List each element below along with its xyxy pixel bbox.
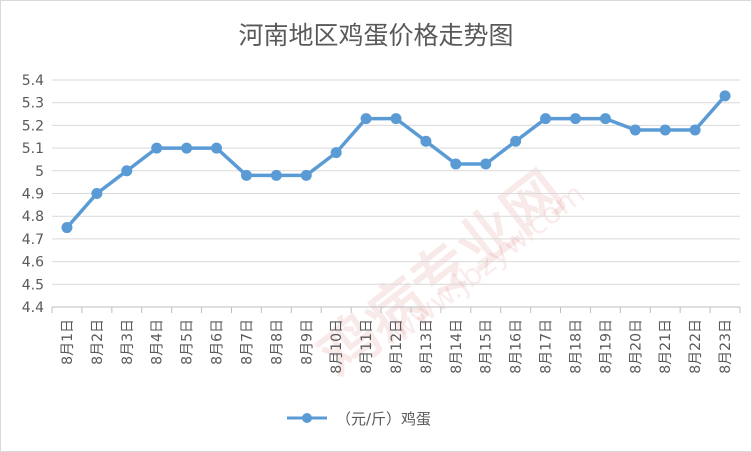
series-egg-price: [61, 90, 731, 234]
x-tick-label: 8月13日: [419, 319, 435, 374]
x-tick-label: 8月8日: [269, 319, 285, 365]
data-point: [181, 142, 193, 154]
y-tick-label: 4.8: [22, 209, 44, 225]
x-tick-label: 8月17日: [539, 319, 555, 374]
data-point: [240, 169, 252, 181]
x-tick-label: 8月2日: [90, 319, 106, 365]
x-tick-label: 8月21日: [658, 319, 674, 374]
x-tick-label: 8月14日: [449, 319, 465, 374]
legend-point-marker: [302, 413, 312, 423]
y-tick-label: 5.2: [22, 118, 44, 134]
x-tick-label: 8月20日: [628, 319, 644, 374]
data-point: [480, 158, 492, 170]
data-point: [211, 142, 223, 154]
data-point: [629, 124, 641, 136]
data-point: [540, 113, 552, 125]
y-tick-label: 4.7: [22, 232, 44, 248]
y-tick-label: 4.5: [22, 277, 44, 293]
x-tick-label: 8月18日: [568, 319, 584, 374]
data-point: [61, 222, 73, 234]
x-tick-label: 8月11日: [359, 319, 375, 374]
data-point: [91, 188, 103, 199]
data-point: [360, 113, 372, 125]
y-tick-label: 4.4: [22, 300, 44, 316]
x-tick-label: 8月7日: [239, 319, 255, 365]
data-point: [689, 124, 701, 136]
x-tick-label: 8月12日: [389, 319, 405, 374]
data-point: [719, 90, 731, 102]
legend-label: （元/斤）鸡蛋: [336, 410, 431, 428]
x-tick-label: 8月5日: [180, 319, 196, 365]
x-tick-label: 8月4日: [150, 319, 166, 365]
x-tick-label: 8月10日: [329, 319, 345, 374]
data-point: [420, 135, 432, 147]
y-tick-label: 5.4: [22, 73, 44, 89]
x-tick-label: 8月15日: [479, 319, 495, 374]
y-tick-label: 4.9: [22, 187, 44, 203]
data-point: [330, 147, 342, 159]
data-point: [151, 142, 163, 154]
x-axis: 8月1日 8月2日 8月3日 8月4日 8月5日 8月6日 8月7日 8月8日 8月9日 8月10…: [51, 306, 741, 374]
x-tick-label: 8月6日: [210, 319, 226, 365]
data-point: [121, 165, 133, 177]
data-point: [510, 135, 522, 147]
data-point: [300, 169, 312, 181]
x-tick-label: 8月9日: [299, 319, 315, 365]
data-point: [450, 158, 462, 170]
chart-title: 河南地区鸡蛋价格走势图: [238, 21, 513, 50]
x-tick-label: 8月19日: [598, 319, 614, 374]
data-point: [569, 113, 581, 125]
x-tick-label: 8月16日: [509, 319, 525, 374]
svg-text:鸡病专业网: 鸡病专业网: [306, 158, 576, 390]
y-tick-label: 5.3: [22, 96, 44, 112]
data-point: [599, 113, 611, 125]
x-tick-label: 8月1日: [60, 319, 76, 365]
x-tick-label: 8月22日: [688, 319, 704, 374]
y-tick-label: 4.6: [22, 255, 44, 271]
data-point: [390, 113, 402, 125]
y-axis: 4.4 4.5 4.6 4.7 4.8 4.9 5 5.1 5.2 5.3 5.4: [22, 73, 44, 316]
y-tick-label: 5: [35, 164, 44, 180]
legend: （元/斤）鸡蛋: [287, 410, 431, 428]
x-tick-label: 8月23日: [718, 319, 734, 374]
y-tick-label: 5.1: [22, 141, 44, 157]
data-point: [270, 169, 282, 181]
x-tick-label: 8月3日: [120, 319, 136, 365]
data-point: [659, 124, 671, 136]
